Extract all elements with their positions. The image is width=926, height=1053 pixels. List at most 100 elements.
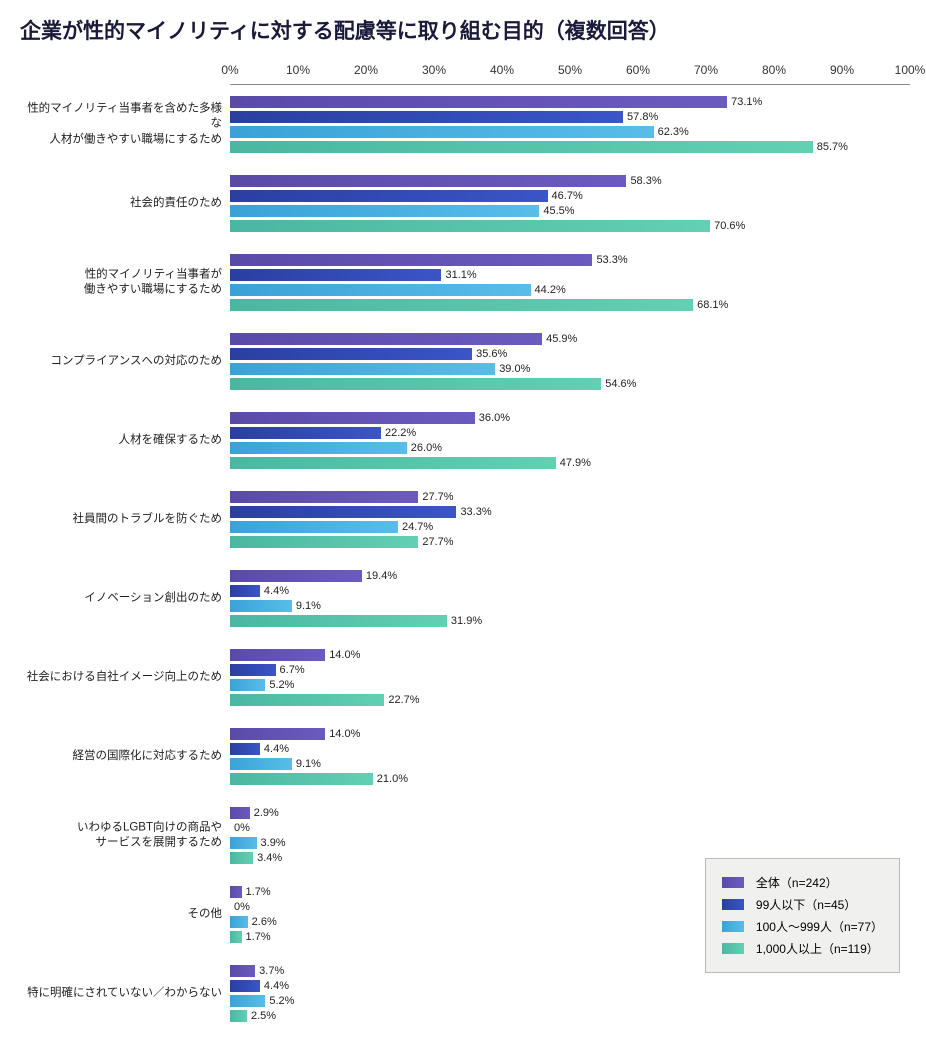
bar-value-label: 22.2%: [385, 427, 416, 439]
bar-value-label: 31.1%: [445, 269, 476, 281]
bar-row: 9.1%: [230, 599, 910, 613]
bar-value-label: 39.0%: [499, 363, 530, 375]
bar-value-label: 24.7%: [402, 521, 433, 533]
bar: [230, 995, 265, 1007]
bar-value-label: 2.5%: [251, 1010, 276, 1022]
category-label: イノベーション創出のため: [25, 591, 230, 607]
bar: [230, 506, 456, 518]
category-label: その他: [25, 907, 230, 923]
category-label: コンプライアンスへの対応のため: [25, 354, 230, 370]
bar: [230, 269, 441, 281]
bar-value-label: 58.3%: [630, 175, 661, 187]
bar-value-label: 0%: [234, 901, 250, 913]
bar: [230, 190, 548, 202]
bar-row: 35.6%: [230, 347, 910, 361]
bar: [230, 743, 260, 755]
category-group: コンプライアンスへの対応のため45.9%35.6%39.0%54.6%: [230, 322, 910, 401]
bar: [230, 965, 255, 977]
bar: [230, 758, 292, 770]
legend-label: 100人～999人（n=77）: [756, 918, 883, 935]
bar: [230, 931, 242, 943]
bar: [230, 615, 447, 627]
legend-item: 1,000人以上（n=119）: [722, 940, 883, 957]
bar-row: 4.4%: [230, 742, 910, 756]
bar-value-label: 27.7%: [422, 536, 453, 548]
bar: [230, 679, 265, 691]
bar-row: 5.2%: [230, 994, 910, 1008]
bar: [230, 837, 257, 849]
bar-row: 4.4%: [230, 979, 910, 993]
category-group: 社員間のトラブルを防ぐため27.7%33.3%24.7%27.7%: [230, 480, 910, 559]
bar-value-label: 21.0%: [377, 773, 408, 785]
bar-row: 85.7%: [230, 140, 910, 154]
bar-row: 5.2%: [230, 678, 910, 692]
bar-value-label: 62.3%: [658, 126, 689, 138]
bar-row: 62.3%: [230, 125, 910, 139]
bar-value-label: 5.2%: [269, 995, 294, 1007]
category-group: イノベーション創出のため19.4%4.4%9.1%31.9%: [230, 559, 910, 638]
bar: [230, 333, 542, 345]
bar-value-label: 47.9%: [560, 457, 591, 469]
category-group: 経営の国際化に対応するため14.0%4.4%9.1%21.0%: [230, 717, 910, 796]
axis-tick: 80%: [762, 63, 786, 77]
category-group: 性的マイノリティ当事者が働きやすい職場にするため53.3%31.1%44.2%6…: [230, 243, 910, 322]
chart-area: 0%10%20%30%40%50%60%70%80%90%100% 性的マイノリ…: [230, 63, 910, 1033]
bar-value-label: 2.6%: [252, 916, 277, 928]
bar: [230, 141, 813, 153]
category-label: 特に明確にされていない／わからない: [25, 986, 230, 1002]
bar-value-label: 44.2%: [535, 284, 566, 296]
bar: [230, 220, 710, 232]
axis-tick: 20%: [354, 63, 378, 77]
bar-value-label: 31.9%: [451, 615, 482, 627]
bar-row: 45.9%: [230, 332, 910, 346]
bar-row: 31.9%: [230, 614, 910, 628]
bar-value-label: 14.0%: [329, 649, 360, 661]
bar: [230, 807, 250, 819]
bar-value-label: 4.4%: [264, 743, 289, 755]
legend-item: 100人～999人（n=77）: [722, 918, 883, 935]
legend-label: 1,000人以上（n=119）: [756, 940, 879, 957]
bar-row: 6.7%: [230, 663, 910, 677]
bar-value-label: 27.7%: [422, 491, 453, 503]
bar: [230, 491, 418, 503]
bar-row: 68.1%: [230, 298, 910, 312]
bar: [230, 299, 693, 311]
bar: [230, 852, 253, 864]
bar-row: 22.2%: [230, 426, 910, 440]
bar-row: 57.8%: [230, 110, 910, 124]
category-label: 経営の国際化に対応するため: [25, 749, 230, 765]
legend-item: 99人以下（n=45）: [722, 896, 883, 913]
x-axis: 0%10%20%30%40%50%60%70%80%90%100%: [230, 63, 910, 85]
axis-tick: 60%: [626, 63, 650, 77]
bar-row: 4.4%: [230, 584, 910, 598]
bar: [230, 521, 398, 533]
bar: [230, 649, 325, 661]
axis-tick: 30%: [422, 63, 446, 77]
bar: [230, 348, 472, 360]
legend: 全体（n=242）99人以下（n=45）100人～999人（n=77）1,000…: [705, 858, 900, 973]
bar: [230, 412, 475, 424]
bar: [230, 284, 531, 296]
bar-value-label: 9.1%: [296, 758, 321, 770]
bar-value-label: 35.6%: [476, 348, 507, 360]
bar-value-label: 4.4%: [264, 585, 289, 597]
axis-tick: 50%: [558, 63, 582, 77]
bar-value-label: 57.8%: [627, 111, 658, 123]
bar-row: 58.3%: [230, 174, 910, 188]
bar-row: 73.1%: [230, 95, 910, 109]
category-group: 社会的責任のため58.3%46.7%45.5%70.6%: [230, 164, 910, 243]
bar: [230, 175, 626, 187]
bar-row: 70.6%: [230, 219, 910, 233]
bar-row: 2.9%: [230, 806, 910, 820]
bar: [230, 773, 373, 785]
bar-value-label: 73.1%: [731, 96, 762, 108]
category-label: いわゆるLGBT向けの商品やサービスを展開するため: [25, 820, 230, 851]
bar: [230, 980, 260, 992]
axis-tick: 70%: [694, 63, 718, 77]
bar: [230, 442, 407, 454]
axis-tick: 90%: [830, 63, 854, 77]
category-group: 人材を確保するため36.0%22.2%26.0%47.9%: [230, 401, 910, 480]
legend-swatch: [722, 921, 744, 932]
legend-label: 99人以下（n=45）: [756, 896, 856, 913]
bar-value-label: 33.3%: [460, 506, 491, 518]
